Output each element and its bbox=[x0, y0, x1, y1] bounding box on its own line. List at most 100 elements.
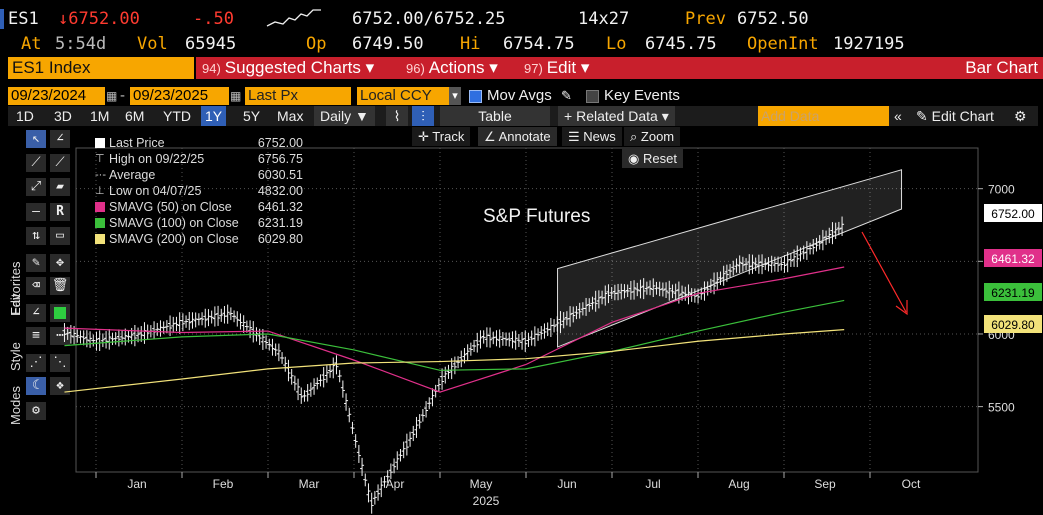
channel-icon[interactable]: ⤢ bbox=[26, 178, 46, 196]
openint-value: 1927195 bbox=[833, 34, 905, 54]
suggested-charts-menu[interactable]: 94) Suggested Charts ▾ bbox=[196, 57, 402, 79]
zoom-button[interactable]: ⌕ Zoom bbox=[624, 127, 681, 146]
period-5y[interactable]: 5Y bbox=[243, 108, 261, 124]
add-data-input[interactable]: Add Data bbox=[758, 106, 889, 126]
period-3d[interactable]: 3D bbox=[54, 108, 72, 124]
legend-sma50: SMAVG (50) on Close 6461.32 bbox=[93, 199, 303, 215]
reset-button[interactable]: ◉ Reset bbox=[622, 149, 683, 168]
gear-icon[interactable]: ⚙ bbox=[1014, 108, 1027, 124]
pencil-icon: ∠ bbox=[484, 129, 496, 144]
magnet-icon[interactable]: ☾ bbox=[26, 377, 46, 395]
marker-icon[interactable]: ⋱ bbox=[50, 354, 70, 372]
legend-label: High on 09/22/25 bbox=[109, 152, 205, 166]
draw-line-icon[interactable]: ∠ bbox=[50, 130, 70, 148]
period-1m[interactable]: 1M bbox=[90, 108, 110, 124]
period-max[interactable]: Max bbox=[277, 108, 304, 124]
price-field-select[interactable]: Last Px bbox=[245, 87, 351, 105]
frequency-select[interactable]: Daily ▼ bbox=[314, 106, 375, 126]
price-tag-box bbox=[984, 315, 1042, 333]
line-style-icon[interactable]: ∠ bbox=[26, 304, 46, 322]
period-ytd[interactable]: YTD bbox=[163, 108, 191, 124]
chart-legend: Last Price 6752.00 ⊤ High on 09/22/25 6756.… bbox=[93, 135, 303, 247]
chart-type-label: Bar Chart bbox=[965, 58, 1038, 77]
crosshair-icon[interactable]: ⋰ bbox=[26, 354, 46, 372]
pen-icon[interactable]: ✎ bbox=[26, 254, 46, 272]
average-marker-icon: -·- bbox=[95, 169, 106, 181]
edit-menu[interactable]: 97) Edit ▾ bbox=[518, 57, 604, 79]
rectangle-icon[interactable]: ▭ bbox=[50, 227, 70, 245]
legend-label: Average bbox=[109, 168, 156, 182]
period-6m[interactable]: 6M bbox=[125, 108, 145, 124]
cursor-icon[interactable]: ↖ bbox=[26, 130, 46, 148]
vol-value: 65945 bbox=[185, 34, 237, 54]
at-time: 5:54d bbox=[55, 34, 107, 54]
color-swatch[interactable] bbox=[50, 304, 70, 322]
bar-chart-icon[interactable]: ⫶ bbox=[412, 106, 434, 126]
actions-menu[interactable]: 96) Actions ▾ bbox=[400, 57, 520, 79]
period-1d[interactable]: 1D bbox=[16, 108, 34, 124]
period-1y[interactable]: 1Y bbox=[201, 106, 227, 126]
end-date-input[interactable]: 09/23/2025 bbox=[130, 87, 229, 105]
legend-value: 6029.80 bbox=[257, 232, 303, 246]
security-field[interactable]: ES1 Index bbox=[8, 57, 194, 79]
double-chevron-left-icon[interactable]: « bbox=[894, 108, 902, 124]
related-data-button[interactable]: + Related Data ▾ bbox=[558, 106, 675, 126]
trendline-icon[interactable]: ⟋ bbox=[26, 154, 46, 172]
move-icon[interactable]: ✥ bbox=[50, 254, 70, 272]
line-dash-icon[interactable]: ⋯ bbox=[50, 327, 70, 345]
x-tick-label: May bbox=[470, 477, 493, 491]
open-value: 6749.50 bbox=[352, 34, 424, 54]
edit-num: 97) bbox=[524, 61, 543, 76]
legend-sma100: SMAVG (100) on Close 6231.19 bbox=[93, 215, 303, 231]
horizontal-line-icon[interactable]: — bbox=[26, 203, 46, 221]
x-tick-label: Jun bbox=[557, 477, 576, 491]
ticker: ES1 bbox=[8, 9, 39, 29]
suggested-num: 94) bbox=[202, 61, 221, 76]
key-events-checkbox[interactable] bbox=[586, 90, 599, 103]
y-tick-label: 5500 bbox=[988, 401, 1015, 415]
line-chart-icon[interactable]: ⌇ bbox=[386, 106, 408, 126]
related-data-label: Related Data bbox=[576, 108, 658, 124]
legend-high: ⊤ High on 09/22/25 6756.75 bbox=[93, 151, 303, 167]
net-change: -.50 bbox=[193, 9, 234, 29]
reset-label: Reset bbox=[642, 151, 677, 166]
parallel-icon[interactable]: ▰ bbox=[50, 178, 70, 196]
calendar-icon[interactable]: ▦ bbox=[230, 89, 242, 103]
bid-ask-size: 14x27 bbox=[578, 9, 630, 29]
chevron-down-icon[interactable]: ▾ bbox=[449, 87, 461, 105]
fib-icon[interactable]: ⇅ bbox=[26, 227, 46, 245]
chart-annotation: S&P Futures bbox=[483, 206, 591, 227]
line-weight-icon[interactable]: ≡ bbox=[26, 327, 46, 345]
annotate-button[interactable]: ∠ Annotate bbox=[478, 127, 557, 146]
trash-icon[interactable]: 🗑 bbox=[50, 277, 70, 295]
table-button[interactable]: Table bbox=[440, 106, 550, 126]
edit-chart-button[interactable]: ✎ Edit Chart bbox=[916, 106, 994, 126]
price-tag-box bbox=[984, 249, 1042, 267]
retracement-icon[interactable]: R bbox=[50, 203, 70, 221]
period-toolbar: 1D 3D 1M 6M YTD 1Y 5Y Max Daily ▼ ⌇ ⫶ Ta… bbox=[8, 106, 1038, 126]
news-button[interactable]: ☰ News bbox=[562, 127, 622, 146]
bid-ask: 6752.00/6752.25 bbox=[352, 9, 506, 29]
pencil-icon[interactable]: ✎ bbox=[561, 88, 572, 103]
settings-gear-icon[interactable]: ⚙ bbox=[26, 402, 46, 420]
eraser-icon[interactable]: ⌫ bbox=[26, 277, 46, 295]
menu-bar: ES1 Index 94) Suggested Charts ▾ 96) Actio… bbox=[8, 57, 1043, 79]
legend-swatch bbox=[95, 138, 105, 148]
calendar-icon[interactable]: ▦ bbox=[106, 89, 118, 103]
start-date-input[interactable]: 09/23/2024 bbox=[8, 87, 105, 105]
currency-select[interactable]: Local CCY bbox=[357, 87, 450, 105]
palette-icon[interactable]: ❖ bbox=[50, 377, 70, 395]
caret-down-icon: ▾ bbox=[489, 58, 498, 77]
legend-value: 4832.00 bbox=[257, 184, 303, 198]
search-icon: ⌕ bbox=[630, 129, 638, 144]
track-label: Track bbox=[432, 129, 465, 144]
ray-icon[interactable]: ⟋ bbox=[50, 154, 70, 172]
track-button[interactable]: ✛ Track bbox=[412, 127, 471, 146]
price-tag: 6461.32 bbox=[984, 249, 1042, 267]
mov-avgs-checkbox[interactable] bbox=[469, 90, 482, 103]
legend-last-price: Last Price 6752.00 bbox=[93, 135, 303, 151]
high-marker-icon: ⊤ bbox=[95, 153, 105, 165]
news-icon: ☰ bbox=[568, 129, 580, 144]
caret-down-icon: ▼ bbox=[355, 108, 369, 124]
